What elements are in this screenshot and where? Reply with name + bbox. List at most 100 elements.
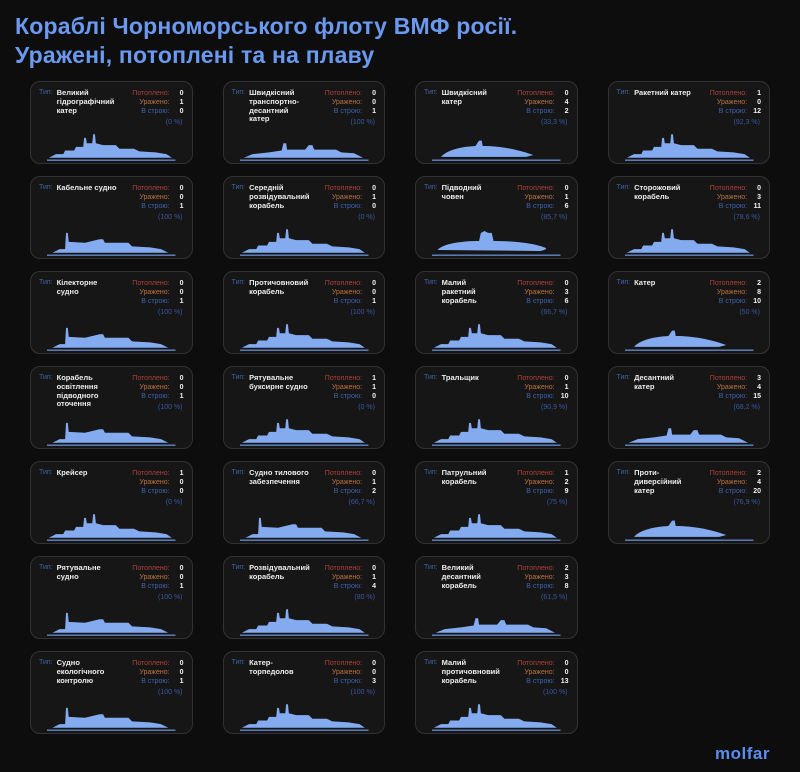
stat-in-service: В строю: 9 (517, 487, 568, 496)
stat-in-service: В строю: 2 (325, 487, 376, 496)
ship-card: Тип: Крейсер Потоплено: 1 Уражено: 0 В с… (30, 460, 193, 544)
type-label: Тип: (231, 183, 246, 191)
ship-stats: Потоплено: 0 Уражено: 4 В строю: 2 (33,3… (517, 89, 568, 127)
sunk-value: 0 (179, 564, 184, 572)
waterline (47, 349, 176, 351)
sunk-value: 0 (372, 659, 376, 667)
ship-card: Тип: Проти-диверсійний катер Потоплено: … (607, 460, 770, 544)
page-title-line1: Кораблі Чорноморського флоту ВМФ росії. (15, 13, 518, 39)
afloat-percent: (92,3 %) (733, 118, 760, 126)
stat-in-service: В строю: 15 (710, 392, 761, 401)
ship-name: Розвідувальний корабель (249, 562, 310, 581)
afloat-percent: (66,7 %) (541, 308, 568, 316)
hit-value: 1 (564, 384, 569, 392)
stat-sunk: Потоплено: 0 (132, 659, 183, 668)
afloat-percent: (100 %) (350, 308, 375, 316)
waterline (47, 539, 176, 541)
sunk-value: 0 (564, 89, 569, 97)
ship-stats: Потоплено: 1 Уражено: 1 В строю: 0 (0 %) (325, 374, 376, 412)
in-service-value: 0 (372, 393, 376, 401)
sunk-label: Потоплено: (324, 564, 363, 572)
sunk-label: Потоплено: (132, 564, 170, 572)
afloat-percent: (0 %) (165, 498, 183, 506)
ship-stats: Потоплено: 0 Уражено: 1 В строю: 4 (80 %… (325, 564, 376, 602)
ship-name: Судно екологічного контролю (56, 657, 105, 685)
hit-value: 1 (372, 194, 376, 202)
type-label: Тип: (39, 88, 53, 96)
page-title-line2: Уражені, потоплені та на плаву (15, 42, 375, 69)
ship-stats: Потоплено: 0 Уражено: 0 В строю: 3 (100 … (325, 659, 376, 697)
sunk-label: Потоплено: (132, 184, 170, 192)
ship-name: Малий протичовновий корабель (441, 657, 500, 685)
stat-hit: Уражено: 0 (132, 478, 183, 487)
stat-in-service: В строю: 10 (710, 297, 761, 306)
stat-sunk: Потоплено: 0 (517, 659, 568, 668)
ship-card: Тип: Малий протичовновий корабель Потопл… (415, 650, 578, 734)
ship-stats: Потоплено: 0 Уражено: 0 В строю: 1 (100 … (132, 564, 183, 602)
stat-sunk: Потоплено: 2 (517, 564, 568, 573)
afloat-percent: (100 %) (350, 118, 375, 126)
ship-name: Проти-диверсійний катер (634, 467, 682, 495)
ship-card: Тип: Рятувальне буксирне судно Потоплено… (222, 365, 385, 449)
stat-hit: Уражено: 0 (132, 573, 183, 582)
ship-silhouette-icon (47, 612, 176, 636)
stat-in-service: В строю: 1 (132, 582, 183, 591)
ship-silhouette-icon (239, 609, 368, 636)
hit-label: Уражено: (331, 194, 363, 202)
stat-hit: Уражено: 3 (517, 573, 568, 582)
hit-value: 0 (372, 99, 376, 107)
sunk-value: 2 (757, 279, 761, 287)
in-service-label: В строю: (141, 393, 170, 401)
stat-hit: Уражено: 1 (325, 573, 376, 582)
afloat-percent: (0 %) (358, 403, 375, 411)
hit-label: Уражено: (524, 669, 555, 677)
afloat-percent: (100 %) (157, 213, 183, 221)
sunk-value: 0 (179, 89, 184, 97)
hit-label: Уражено: (524, 194, 555, 202)
ship-silhouette-icon (432, 618, 561, 636)
stat-in-service: В строю: 0 (325, 392, 376, 401)
hit-value: 1 (564, 194, 569, 202)
sunk-label: Потоплено: (517, 374, 555, 382)
ship-silhouette-icon (239, 229, 368, 256)
stat-in-service: В строю: 13 (517, 677, 568, 686)
ship-silhouette-icon (47, 707, 176, 731)
stat-in-service: В строю: 1 (132, 392, 183, 401)
in-service-value: 0 (179, 108, 184, 116)
in-service-value: 9 (564, 488, 569, 496)
stat-in-service: В строю: 11 (710, 202, 761, 211)
ship-name: Великий десантний корабель (441, 562, 481, 590)
ship-card: Тип: Корабель освітлення підводного оточ… (30, 365, 193, 449)
ship-stats: Потоплено: 2 Уражено: 8 В строю: 10 (50 … (710, 279, 761, 317)
in-service-value: 0 (372, 203, 376, 211)
sunk-value: 0 (179, 184, 184, 192)
hit-value: 1 (372, 384, 376, 392)
stat-hit: Уражено: 3 (710, 193, 761, 202)
hit-value: 0 (179, 289, 184, 297)
card-header: Тип: Проти-диверсійний катер Потоплено: … (617, 467, 762, 507)
hit-value: 3 (564, 574, 569, 582)
ship-name: Катер-торпедолов (249, 657, 294, 676)
card-header: Тип: Катер-торпедолов Потоплено: 0 Ураже… (232, 657, 377, 697)
ship-silhouette-icon (624, 520, 753, 541)
in-service-value: 10 (753, 298, 761, 306)
ship-stats: Потоплено: 0 Уражено: 0 В строю: 1 (100 … (132, 184, 183, 222)
type-label: Тип: (616, 183, 631, 191)
ship-stats: Потоплено: 0 Уражено: 1 В строю: 0 (0 %) (132, 89, 183, 127)
ship-silhouette-icon (47, 422, 176, 446)
hit-value: 0 (372, 669, 376, 677)
hit-label: Уражено: (716, 384, 748, 392)
hit-label: Уражено: (524, 479, 555, 487)
type-label: Тип: (616, 278, 631, 286)
waterline (47, 254, 176, 256)
waterline (432, 729, 561, 731)
ship-name: Рятувальне судно (56, 562, 101, 581)
sunk-label: Потоплено: (324, 374, 363, 382)
sunk-label: Потоплено: (517, 279, 555, 287)
stat-hit: Уражено: 2 (517, 478, 568, 487)
card-header: Тип: Корабель освітлення підводного оточ… (39, 373, 184, 412)
waterline (239, 729, 368, 731)
in-service-label: В строю: (526, 488, 555, 496)
in-service-value: 1 (179, 583, 184, 591)
stat-in-service: В строю: 12 (710, 107, 761, 116)
